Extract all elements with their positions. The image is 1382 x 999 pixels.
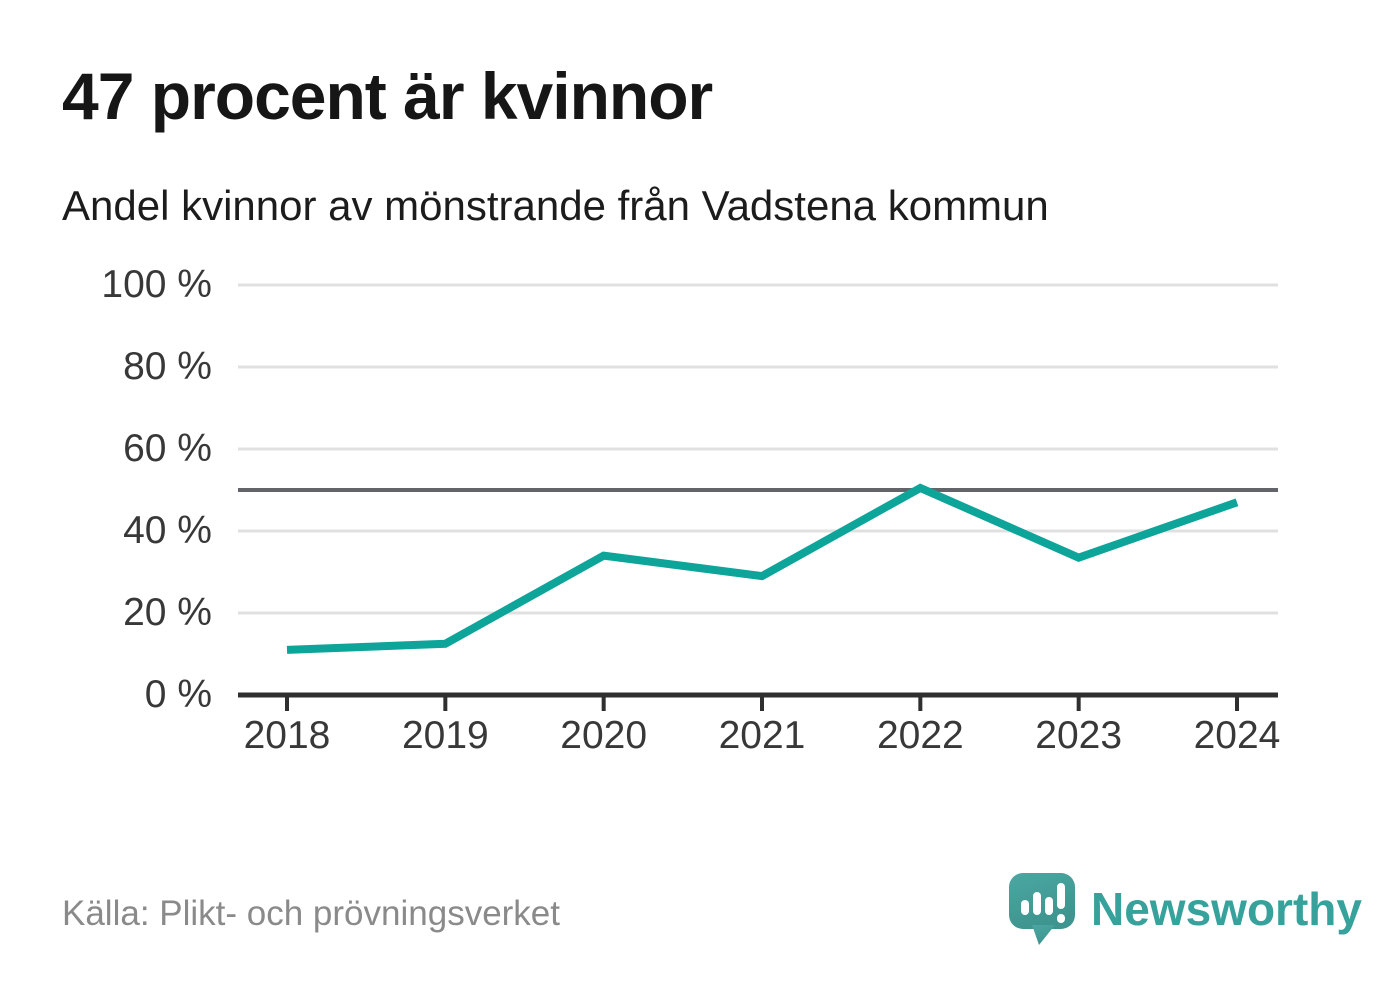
- x-tick-label: 2020: [560, 714, 648, 757]
- x-tick-label: 2018: [243, 714, 331, 757]
- brand-name: Newsworthy: [1091, 883, 1362, 935]
- newsworthy-brand: Newsworthy: [1008, 870, 1362, 948]
- source-caption: Källa: Plikt- och prövningsverket: [62, 894, 560, 933]
- speech-bubble-shape: [1009, 873, 1075, 929]
- bar-chart-bar-tall: [1033, 892, 1041, 915]
- data-line: [286, 483, 1239, 654]
- x-tick-label: 2022: [876, 714, 964, 757]
- bar-chart-bar-medium: [1045, 897, 1053, 915]
- y-tick-label: 20 %: [123, 591, 212, 634]
- y-tick-label: 40 %: [123, 509, 212, 552]
- bar-chart-bar-small: [1021, 900, 1029, 915]
- chart-title: 47 procent är kvinnor: [62, 59, 713, 133]
- y-tick-label: 60 %: [123, 427, 212, 470]
- y-tick-label: 100 %: [101, 263, 212, 306]
- newsworthy-logo-icon: [1009, 873, 1075, 945]
- x-tick-label: 2024: [1193, 714, 1281, 757]
- y-tick-label: 80 %: [123, 345, 212, 388]
- x-tick-label: 2023: [1035, 714, 1123, 757]
- exclamation-stem: [1057, 883, 1065, 909]
- chart-subtitle: Andel kvinnor av mönstrande från Vadsten…: [62, 182, 1049, 229]
- exclamation-dot: [1057, 914, 1065, 923]
- x-tick-label: 2021: [718, 714, 806, 757]
- x-tick-label: 2019: [401, 714, 489, 757]
- y-tick-label: 0 %: [144, 673, 212, 716]
- speech-bubble-tail: [1032, 925, 1055, 945]
